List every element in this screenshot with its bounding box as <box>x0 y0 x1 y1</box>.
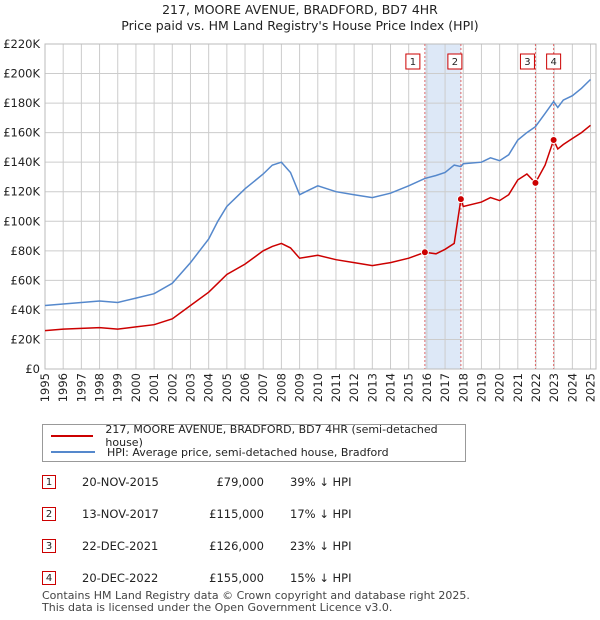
y-tick-label: £140K <box>3 155 40 169</box>
footer-line-licence: This data is licensed under the Open Gov… <box>42 601 393 614</box>
legend-swatch-property <box>51 435 94 437</box>
sale-point <box>456 195 465 204</box>
y-tick-label: £20K <box>11 332 41 346</box>
transaction-price: £115,000 <box>209 507 264 521</box>
sale-point <box>420 248 429 257</box>
y-tick-label: £160K <box>3 126 40 140</box>
x-tick-label: 2019 <box>474 373 488 402</box>
footer-line-copyright: Contains HM Land Registry data © Crown c… <box>42 589 470 602</box>
x-tick-label: 2001 <box>147 373 161 402</box>
x-tick-label: 2011 <box>329 373 343 402</box>
y-tick-label: £40K <box>11 303 41 317</box>
table-row: 4 20-DEC-2022 £155,000 15% ↓ HPI <box>42 568 502 590</box>
x-tick-label: 1999 <box>111 373 125 402</box>
sale-period-shade <box>424 44 461 369</box>
x-tick-label: 2024 <box>565 373 579 402</box>
y-tick-label: £100K <box>3 214 40 228</box>
sale-label-box: 1 <box>405 53 421 70</box>
table-row: 2 13-NOV-2017 £115,000 17% ↓ HPI <box>42 504 502 526</box>
sale-label-frame <box>447 53 463 70</box>
legend-label-hpi: HPI: Average price, semi-detached house,… <box>107 445 389 459</box>
footer-notice: Contains HM Land Registry data © Crown c… <box>42 590 470 614</box>
hpi-line <box>44 78 592 307</box>
transaction-price: £155,000 <box>209 571 264 585</box>
sale-label-frame <box>405 53 421 70</box>
sale-point <box>549 136 558 145</box>
y-tick-label: £180K <box>3 96 40 110</box>
property-price-line <box>44 124 591 332</box>
x-tick-label: 1996 <box>56 373 70 402</box>
transaction-date: 13-NOV-2017 <box>82 507 159 521</box>
x-tick-label: 2006 <box>238 373 252 402</box>
x-tick-label: 2005 <box>220 373 234 402</box>
transaction-date: 20-NOV-2015 <box>82 475 159 489</box>
x-tick-label: 2020 <box>493 373 507 402</box>
sale-label-box: 2 <box>447 53 463 70</box>
x-tick-label: 2021 <box>511 373 525 402</box>
x-tick-label: 2023 <box>547 373 561 402</box>
y-tick-label: £60K <box>11 273 41 287</box>
x-tick-label: 2013 <box>365 373 379 402</box>
x-tick-label: 1997 <box>74 373 88 402</box>
y-tick-label: £200K <box>3 67 40 81</box>
transaction-price: £79,000 <box>216 475 264 489</box>
chart-title: 217, MOORE AVENUE, BRADFORD, BD7 4HR <box>162 2 438 17</box>
y-tick-label: £220K <box>3 37 40 51</box>
y-tick-label: £80K <box>11 244 41 258</box>
x-tick-label: 2002 <box>165 373 179 402</box>
legend-item-hpi: HPI: Average price, semi-detached house,… <box>51 444 389 460</box>
x-tick-label: 2014 <box>384 373 398 402</box>
price-chart: 217, MOORE AVENUE, BRADFORD, BD7 4HR Pri… <box>3 2 598 402</box>
legend-swatch-hpi <box>51 451 95 453</box>
x-tick-label: 2003 <box>183 373 197 402</box>
transaction-date: 20-DEC-2022 <box>82 571 159 585</box>
plot-frame <box>44 43 597 370</box>
table-row: 3 22-DEC-2021 £126,000 23% ↓ HPI <box>42 536 502 558</box>
transaction-price: £126,000 <box>209 539 264 553</box>
x-tick-label: 2025 <box>584 373 598 402</box>
sale-label-box: 3 <box>519 53 535 70</box>
x-tick-label: 2015 <box>402 373 416 402</box>
transaction-hpi-diff: 23% ↓ HPI <box>290 539 352 553</box>
x-tick-label: 2016 <box>420 373 434 402</box>
sale-label-number: 3 <box>524 57 530 68</box>
transaction-number: 1 <box>42 475 56 489</box>
transaction-date: 22-DEC-2021 <box>82 539 159 553</box>
x-tick-label: 2007 <box>256 373 270 402</box>
x-tick-label: 2010 <box>311 373 325 402</box>
transaction-number: 2 <box>42 507 56 521</box>
y-tick-label: £120K <box>3 185 40 199</box>
sale-label-frame <box>519 53 535 70</box>
x-tick-label: 2018 <box>456 373 470 402</box>
transaction-hpi-diff: 15% ↓ HPI <box>290 571 352 585</box>
x-tick-label: 2008 <box>274 373 288 402</box>
chart-legend: 217, MOORE AVENUE, BRADFORD, BD7 4HR (se… <box>42 423 466 462</box>
transaction-number: 3 <box>42 539 56 553</box>
sale-label-number: 4 <box>550 57 556 68</box>
transaction-hpi-diff: 39% ↓ HPI <box>290 475 352 489</box>
x-tick-label: 1995 <box>38 373 52 402</box>
sale-label-number: 1 <box>410 57 416 68</box>
y-tick-label: £0 <box>25 362 40 376</box>
sale-label-box: 4 <box>546 53 562 70</box>
sale-label-frame <box>546 53 562 70</box>
transaction-number: 4 <box>42 571 56 585</box>
chart-subtitle: Price paid vs. HM Land Registry's House … <box>121 18 478 33</box>
x-tick-label: 2012 <box>347 373 361 402</box>
transaction-hpi-diff: 17% ↓ HPI <box>290 507 352 521</box>
x-tick-label: 1998 <box>93 373 107 402</box>
legend-label-property: 217, MOORE AVENUE, BRADFORD, BD7 4HR (se… <box>105 423 438 449</box>
x-tick-label: 2009 <box>293 373 307 402</box>
x-tick-label: 2017 <box>438 373 452 402</box>
table-row: 1 20-NOV-2015 £79,000 39% ↓ HPI <box>42 472 502 494</box>
sale-point <box>531 178 540 187</box>
x-tick-label: 2022 <box>529 373 543 402</box>
x-tick-label: 2004 <box>202 373 216 402</box>
legend-item-property: 217, MOORE AVENUE, BRADFORD, BD7 4HR (se… <box>51 423 465 449</box>
sale-label-number: 2 <box>452 57 458 68</box>
x-tick-label: 2000 <box>129 373 143 402</box>
